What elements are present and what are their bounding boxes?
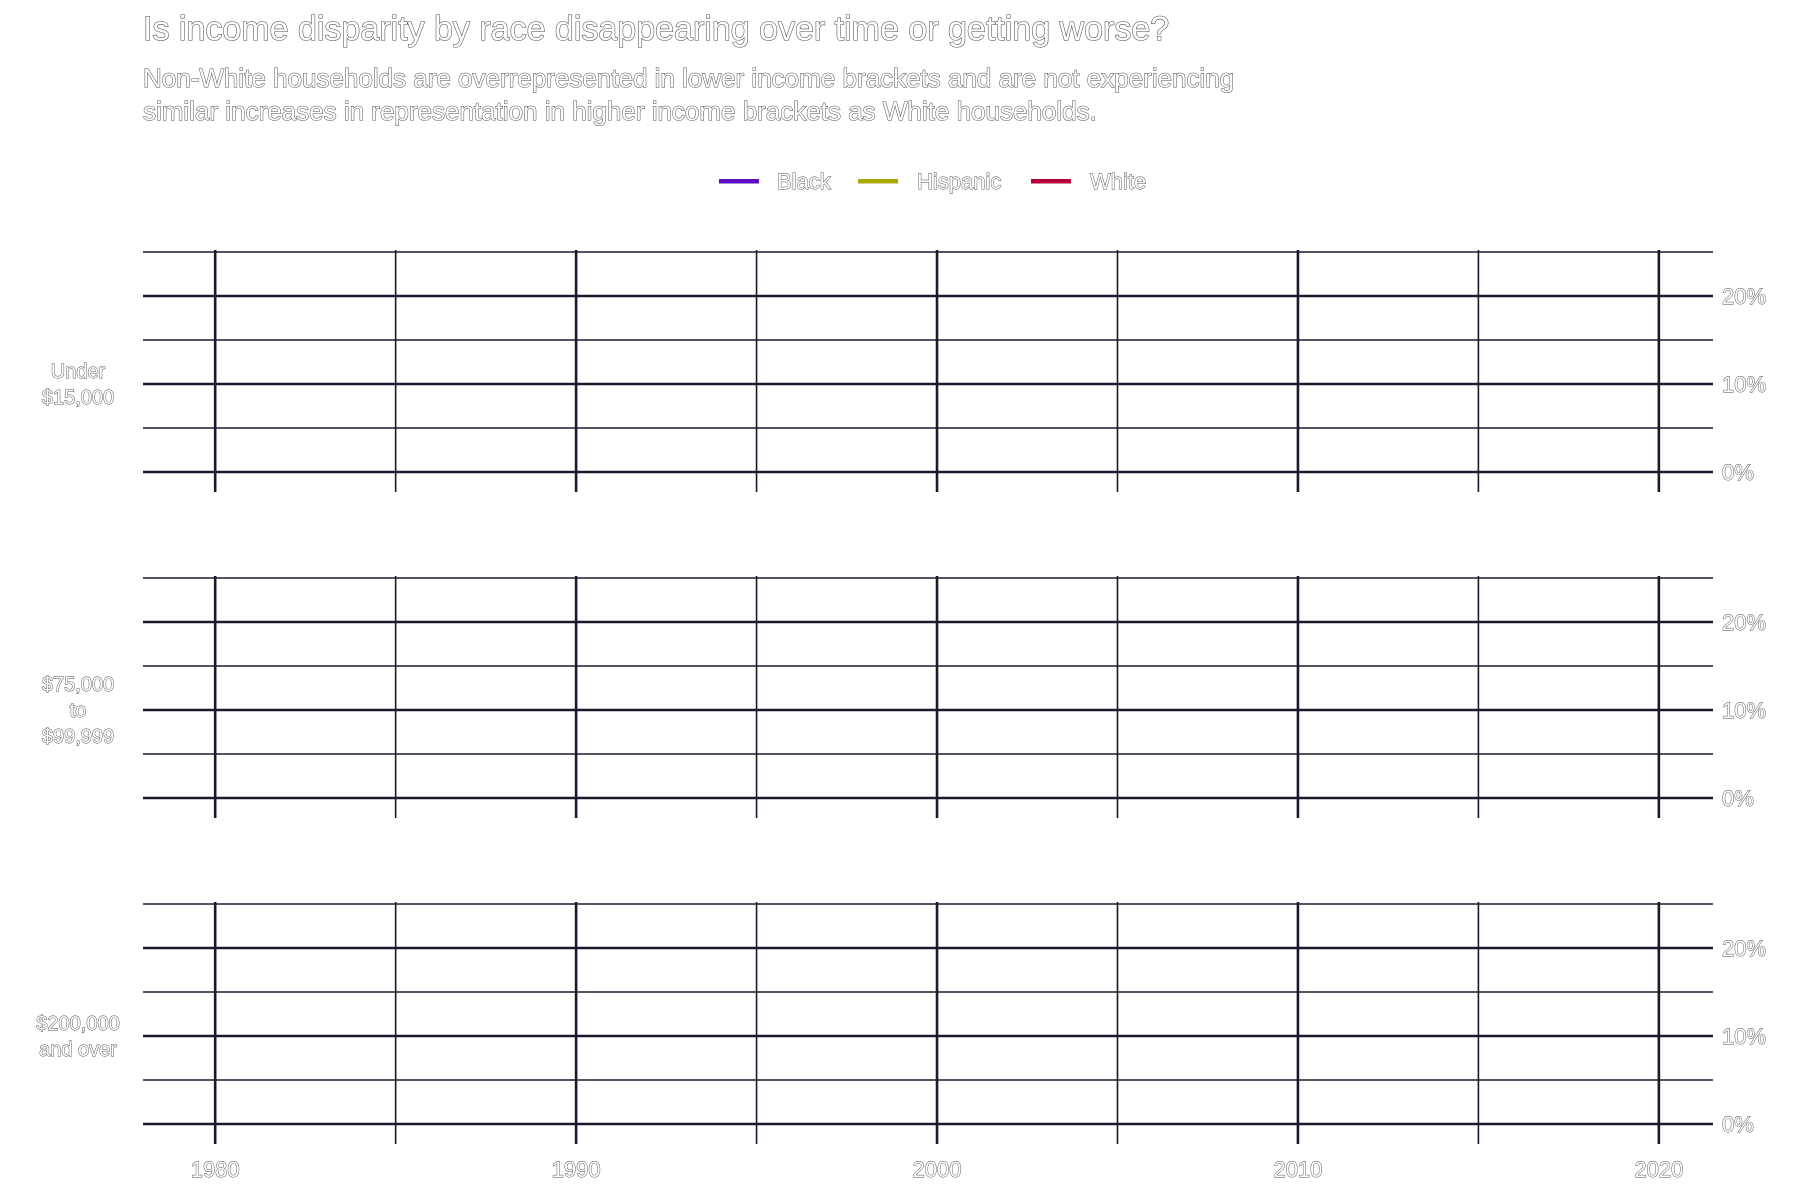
chart-title: Is income disparity by race disappearing… [143, 10, 1169, 48]
y-tick-label: 20% [1722, 936, 1766, 961]
x-tick-label: 1990 [552, 1157, 601, 1182]
y-tick-label: 0% [1722, 460, 1754, 485]
y-tick-label: 10% [1722, 698, 1766, 723]
legend-label-hispanic: Hispanic [917, 169, 1001, 194]
y-tick-label: 0% [1722, 786, 1754, 811]
x-axis: 1980 1990 2000 2010 2020 [190, 1157, 1684, 1183]
facet-label-line: $99,999 [42, 726, 114, 748]
facet-label-line: $75,000 [42, 674, 114, 696]
facet-2: 0% 10% 20% $75,000 to $99,999 [41, 576, 1766, 818]
y-tick-label: 0% [1722, 1112, 1754, 1137]
legend: Black Hispanic White [719, 169, 1147, 194]
x-tick-label: 1980 [191, 1157, 240, 1182]
x-tick-label: 2010 [1273, 1157, 1322, 1182]
facet-label: Under $15,000 [42, 361, 114, 409]
legend-item-hispanic: Hispanic [858, 169, 1002, 194]
facet-label-line: to [70, 700, 87, 722]
facet-label-line: $200,000 [36, 1013, 119, 1035]
facet-panels: 0% 10% 20% Under $15,000 0% 10% 20% $75,000 to $99… [36, 250, 1766, 1144]
y-tick-label: 10% [1722, 372, 1766, 397]
y-tick-label: 20% [1722, 284, 1766, 309]
facet-label: $200,000 and over [36, 1013, 119, 1061]
facet-label-line: Under [51, 361, 106, 383]
x-tick-label: 2000 [913, 1157, 962, 1182]
chart-subtitle-line-1: Non-White households are overrepresented… [143, 63, 1234, 93]
facet-label-line: $15,000 [42, 387, 114, 409]
facet-label: $75,000 to $99,999 [42, 674, 114, 748]
x-tick-label: 2020 [1634, 1157, 1683, 1182]
facet-1: 0% 10% 20% Under $15,000 [41, 250, 1766, 492]
legend-item-black: Black [719, 169, 832, 194]
facet-3: 0% 10% 20% $200,000 and over [36, 902, 1766, 1144]
y-tick-label: 10% [1722, 1024, 1766, 1049]
chart-subtitle-line-2: similar increases in representation in h… [143, 96, 1097, 126]
legend-label-black: Black [777, 169, 832, 194]
legend-item-white: White [1031, 169, 1147, 194]
y-tick-label: 20% [1722, 610, 1766, 635]
facet-label-line: and over [39, 1039, 117, 1061]
legend-label-white: White [1090, 169, 1146, 194]
